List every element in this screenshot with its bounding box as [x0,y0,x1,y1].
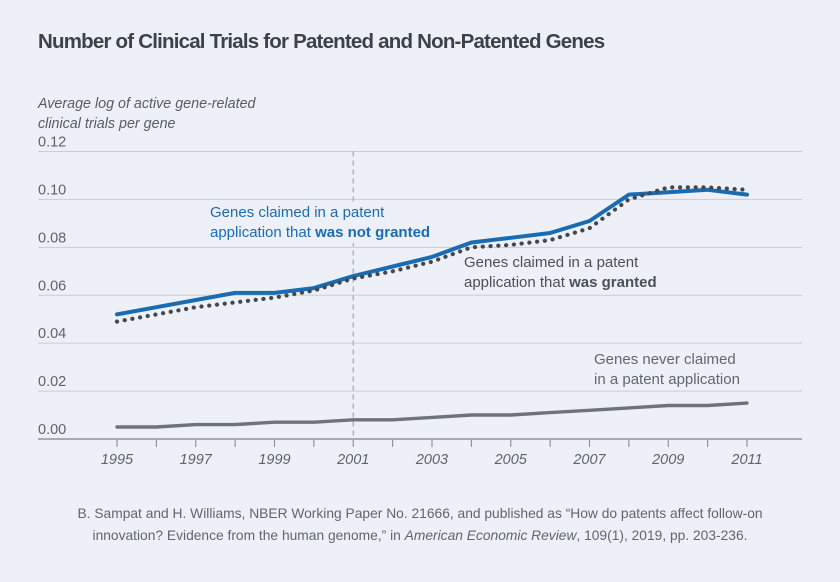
annotation-never-claimed-text: Genes never claimed in a patent applicat… [594,351,740,388]
x-tick-label: 2007 [572,452,606,468]
annotation-granted: Genes claimed in a patent application th… [464,253,657,293]
caption-text-2: , 109(1), 2019, pp. 203-236. [576,528,748,544]
x-tick-label: 1995 [101,452,134,468]
annotation-granted-bold: was granted [569,273,657,291]
annotation-not-granted: Genes claimed in a patent application th… [207,203,434,243]
x-tick-label: 2001 [336,452,369,468]
annotation-not-granted-bold: was not granted [315,223,431,241]
annotation-never-claimed: Genes never claimed in a patent applicat… [594,350,740,390]
y-tick-label: 0.10 [38,182,66,198]
y-axis-label: Average log of active gene-related clini… [38,96,256,133]
x-tick-label: 2011 [730,452,762,468]
y-tick-label: 0.02 [38,374,66,390]
x-tick-label: 1999 [258,452,290,468]
series-never-claimed-line [115,401,749,429]
y-tick-label: 0.04 [38,326,66,342]
y-tick-label: 0.06 [38,278,66,294]
source-caption: B. Sampat and H. Williams, NBER Working … [56,503,784,547]
caption-text-1: B. Sampat and H. Williams, NBER Working … [77,506,763,544]
y-tick-label: 0.08 [38,230,66,246]
x-tick-label: 2005 [494,452,528,468]
series-granted-line [114,185,750,324]
x-tick-label: 2003 [415,452,448,468]
y-tick-label: 0.12 [38,135,66,151]
y-tick-label: 0.00 [38,422,66,438]
x-tick-label: 1997 [180,452,213,468]
annotation-granted-text: Genes claimed in a patent application th… [464,254,639,291]
page-title: Number of Clinical Trials for Patented a… [38,30,605,53]
x-tick-label: 2009 [651,452,684,468]
annotation-not-granted-text: Genes claimed in a patent application th… [210,204,385,241]
caption-journal-name: American Economic Review [404,528,577,544]
